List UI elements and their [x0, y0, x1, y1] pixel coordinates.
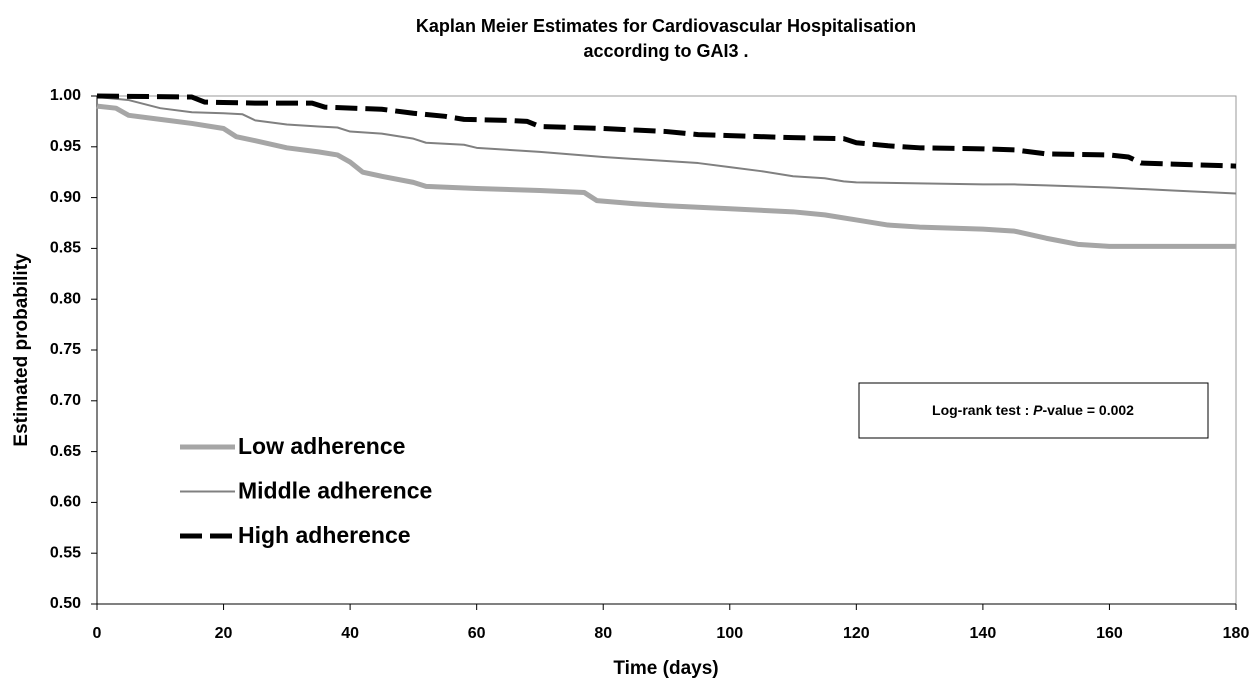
- y-tick-label: 0.65: [50, 443, 81, 460]
- legend-label: High adherence: [238, 522, 411, 548]
- series-line: [96, 93, 1237, 169]
- x-tick-label: 40: [341, 625, 359, 642]
- x-tick-label: 160: [1096, 625, 1123, 642]
- y-tick-label: 0.85: [50, 240, 81, 257]
- legend-label: Middle adherence: [238, 478, 432, 504]
- x-tick-label: 20: [215, 625, 233, 642]
- y-tick-label: 0.70: [50, 392, 81, 409]
- legend-label: Low adherence: [238, 433, 405, 459]
- x-tick-label: 60: [468, 625, 486, 642]
- x-tick-label: 140: [970, 625, 997, 642]
- annotation: Log-rank test : P-value = 0.002: [932, 402, 1134, 418]
- y-tick-label: 0.90: [50, 189, 81, 206]
- x-tick-label: 100: [716, 625, 743, 642]
- x-tick-label: 0: [93, 625, 102, 642]
- y-tick-label: 0.55: [50, 544, 81, 561]
- x-axis-label: Time (days): [613, 658, 718, 679]
- annotation-text: P: [1033, 402, 1043, 418]
- y-tick-label: 0.80: [50, 290, 81, 307]
- series-line: [96, 96, 1237, 195]
- x-tick-label: 120: [843, 625, 870, 642]
- y-tick-label: 0.50: [50, 595, 81, 612]
- series-line: [96, 103, 1236, 249]
- x-tick-label: 180: [1223, 625, 1250, 642]
- annotation-text: Log-rank test :: [932, 402, 1033, 418]
- x-tick-label: 80: [594, 625, 612, 642]
- y-tick-label: 0.95: [50, 138, 81, 155]
- y-tick-label: 1.00: [50, 87, 81, 104]
- annotation-box: [858, 382, 1209, 439]
- annotation-text: -value = 0.002: [1043, 402, 1135, 418]
- chart-title: according to GAI3 .: [583, 41, 748, 61]
- y-axis-label: Estimated probability: [11, 253, 32, 447]
- y-tick-label: 0.75: [50, 341, 81, 358]
- chart-title: Kaplan Meier Estimates for Cardiovascula…: [416, 16, 916, 36]
- y-tick-label: 0.60: [50, 494, 81, 511]
